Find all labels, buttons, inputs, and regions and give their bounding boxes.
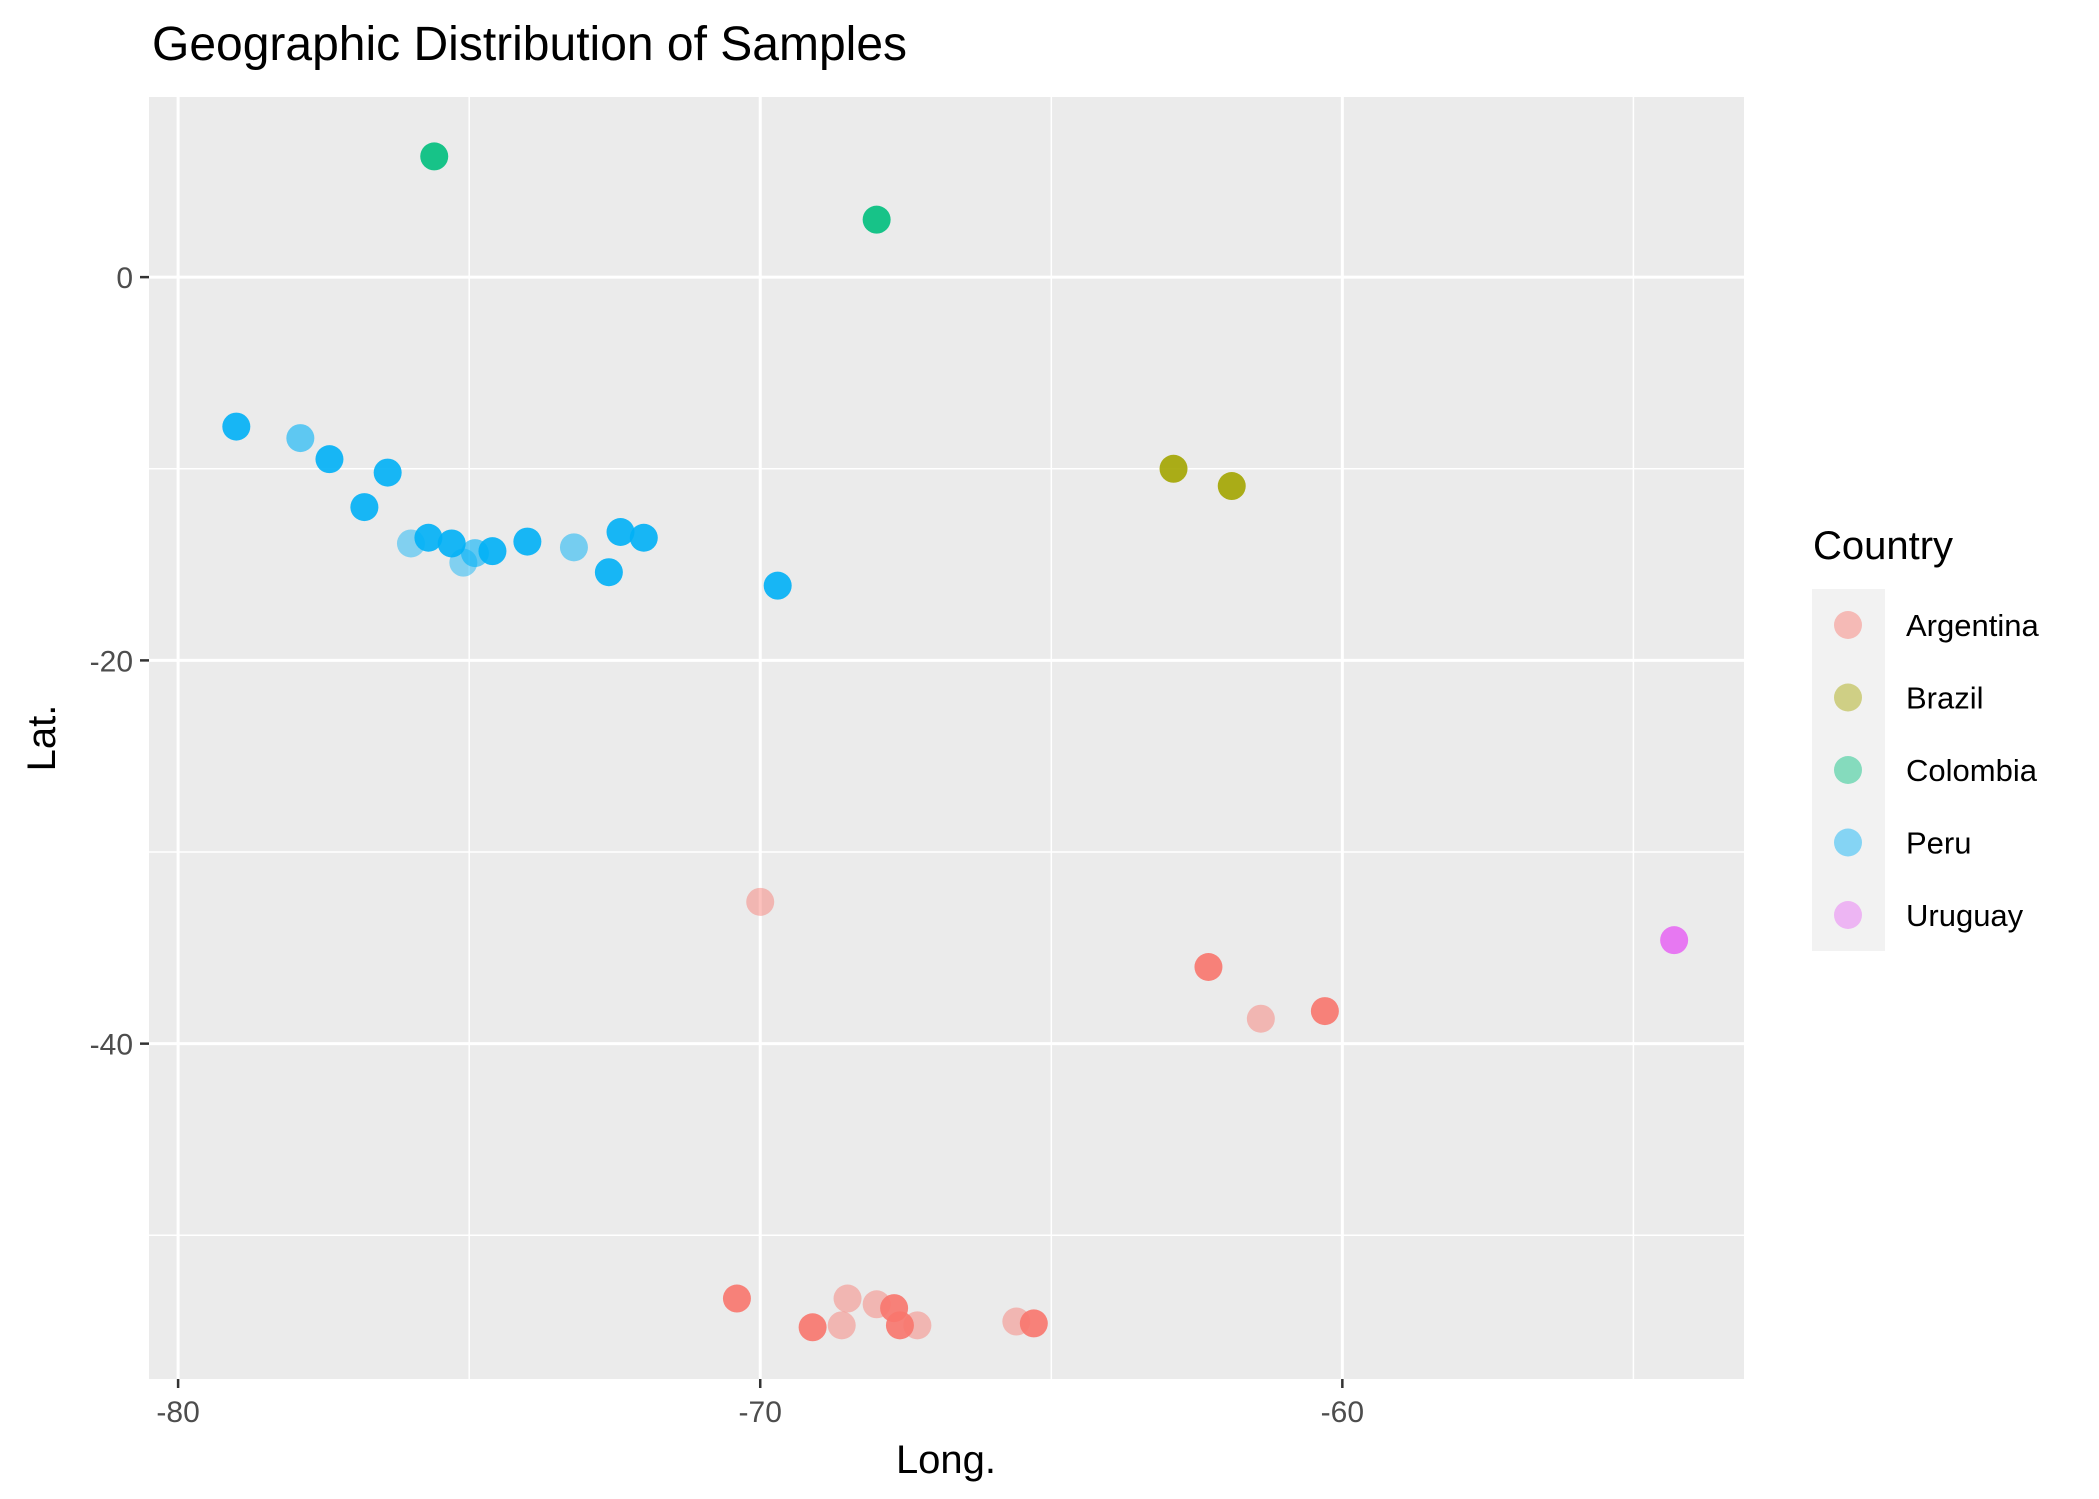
data-point-peru (478, 537, 507, 566)
data-point-brazil (1217, 472, 1246, 501)
data-point-peru (414, 523, 443, 552)
y-tick-label: -20 (90, 645, 133, 678)
legend-key-argentina (1834, 611, 1862, 639)
data-point-argentina (746, 887, 775, 916)
data-point-colombia (862, 205, 891, 234)
legend-title: Country (1813, 524, 1953, 568)
legend-key-background (1812, 589, 1885, 951)
data-point-colombia (420, 142, 449, 171)
data-point-argentina (722, 1284, 751, 1313)
legend-key-brazil (1834, 683, 1862, 712)
legend-label-argentina: Argentina (1906, 608, 2039, 643)
data-point-peru (315, 445, 344, 474)
legend-label-colombia: Colombia (1906, 753, 2038, 788)
chart-title: Geographic Distribution of Samples (152, 18, 907, 71)
data-point-argentina (827, 1311, 856, 1340)
plot-panel (149, 97, 1744, 1379)
legend-key-colombia (1834, 756, 1862, 784)
legend: Country Argentina Brazil Colombia Peru Urugu… (1812, 524, 2039, 951)
data-point-peru (513, 527, 542, 556)
data-point-argentina (1019, 1309, 1048, 1338)
legend-label-brazil: Brazil (1906, 681, 1984, 716)
y-axis-title: Lat. (20, 705, 64, 772)
y-tick-label: -40 (90, 1029, 133, 1062)
x-axis-title: Long. (896, 1438, 996, 1482)
data-point-argentina (903, 1311, 932, 1340)
data-point-peru (437, 529, 466, 558)
data-point-argentina (833, 1284, 862, 1313)
data-point-peru (222, 412, 251, 441)
data-point-peru (286, 424, 315, 453)
data-point-peru (350, 493, 379, 522)
legend-key-peru (1834, 828, 1862, 857)
data-point-peru (373, 458, 402, 487)
legend-label-peru: Peru (1906, 826, 1971, 861)
data-point-argentina (1310, 997, 1339, 1026)
data-point-peru (629, 523, 658, 552)
legend-items: Argentina Brazil Colombia Peru Uruguay (1834, 608, 2039, 933)
data-point-peru (559, 533, 588, 562)
data-point-argentina (885, 1311, 914, 1340)
x-tick-label: -80 (156, 1396, 199, 1429)
data-points (222, 142, 1689, 1342)
data-point-argentina (1194, 952, 1223, 981)
data-point-peru (594, 558, 623, 587)
x-tick-label: -70 (739, 1396, 782, 1429)
legend-key-uruguay (1834, 901, 1862, 929)
x-tick-label: -60 (1321, 1396, 1364, 1429)
legend-label-uruguay: Uruguay (1906, 898, 2024, 933)
data-point-brazil (1159, 454, 1188, 483)
y-tick-label: 0 (116, 262, 133, 295)
data-point-uruguay (1660, 926, 1689, 955)
grid-lines (149, 97, 1744, 1379)
data-point-peru (763, 571, 792, 600)
data-point-argentina (798, 1313, 827, 1342)
data-point-argentina (1246, 1004, 1275, 1033)
axes: -80 -70 -60 0 -20 -40 (90, 262, 1364, 1429)
data-point-peru (606, 517, 635, 546)
